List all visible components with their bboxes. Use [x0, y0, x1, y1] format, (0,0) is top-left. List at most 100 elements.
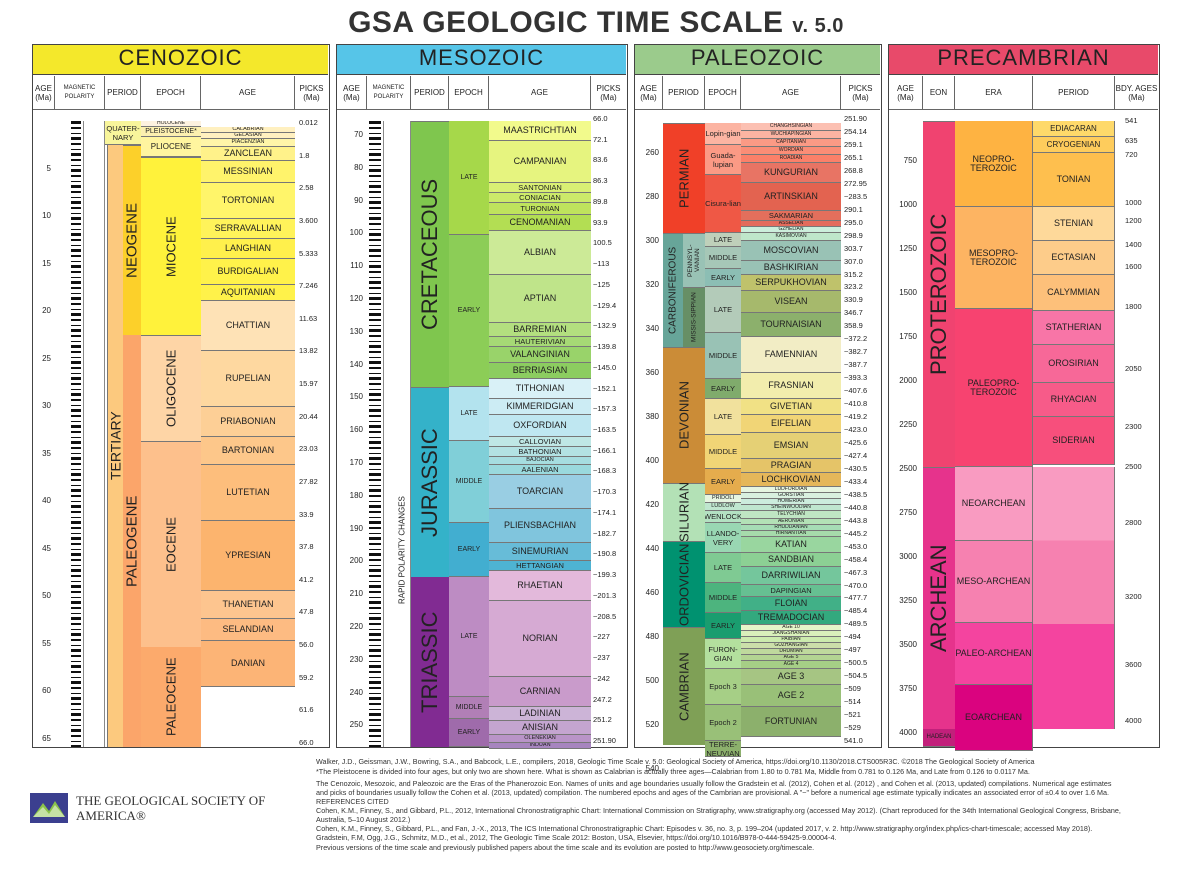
- age-cell-24: GORSTIAN: [741, 493, 841, 499]
- age-cell-23: RHAETIAN: [489, 571, 591, 601]
- col-age-header: AGE (Ma): [33, 76, 55, 110]
- age-tick: 1750: [899, 332, 917, 341]
- chron-column: [383, 121, 411, 747]
- pick-value: ~440.8: [844, 502, 868, 512]
- pick-value: 330.9: [844, 295, 863, 305]
- pick-value: ~509: [844, 684, 861, 694]
- age-cell-16: BATHONIAN: [489, 447, 591, 457]
- precambrian-panel: PRECAMBRIAN AGE (Ma) EON ERA PERIOD BDY.…: [888, 44, 1160, 751]
- period-silurian: SILURIAN: [663, 483, 705, 542]
- age-cell-39: PAIBIAN: [741, 637, 841, 643]
- paleozoic-header: PALEOZOIC: [635, 45, 880, 75]
- period-cell-5: CALYMMIAN: [1033, 275, 1115, 311]
- age-cell-31: KATIAN: [741, 537, 841, 553]
- pick-value: ~497: [844, 645, 861, 655]
- pick-value: 66.0: [593, 114, 608, 123]
- epoch-cell-2: Cisura-lian: [705, 175, 741, 233]
- age-tick: 4000: [899, 728, 917, 737]
- period-ordovician: ORDOVICIAN: [663, 541, 705, 627]
- age-cell-26: LADINIAN: [489, 707, 591, 721]
- footer-line: The Cenozoic, Mesozoic, and Paleozoic ar…: [316, 779, 1112, 788]
- epoch-cell-3: LATE: [705, 233, 741, 247]
- cenozoic-panel: CENOZOIC AGE (Ma) MAGNETIC POLARITY PERI…: [32, 44, 330, 748]
- col-agename-header: AGE: [741, 76, 841, 110]
- age-cell-12: TITHONIAN: [489, 379, 591, 399]
- gsa-logo[interactable]: THE GEOLOGICAL SOCIETY OF AMERICA®: [30, 788, 280, 828]
- age-cell-1: WUCHIAPINGIAN: [741, 131, 841, 139]
- pick-value: ~433.4: [844, 476, 868, 486]
- age-cell-9: HAUTERIVIAN: [489, 337, 591, 347]
- age-tick: 520: [645, 720, 659, 729]
- age-cell-43: AGE 4: [741, 661, 841, 669]
- age-cell-28: AERONIAN: [741, 519, 841, 525]
- age-cell-17: FRASNIAN: [741, 373, 841, 399]
- era-cell-1: MESOPRO-TEROZOIC: [955, 207, 1033, 309]
- pick-value: 265.1: [844, 152, 863, 162]
- pick-value: ~410.8: [844, 399, 868, 409]
- age-cell-9: GZHELIAN: [741, 227, 841, 233]
- boundary-age: 1800: [1125, 302, 1142, 311]
- pick-value: 15.97: [299, 379, 318, 389]
- pick-value: 346.7: [844, 308, 863, 318]
- pick-value: ~443.8: [844, 515, 868, 525]
- age-cell-35: FLOIAN: [741, 597, 841, 611]
- age-cell-13: KIMMERIDGIAN: [489, 399, 591, 415]
- period-carboniferous: CARBONIFEROUS: [663, 233, 683, 347]
- mesozoic-header: MESOZOIC: [337, 45, 626, 75]
- period-permian: PERMIAN: [663, 123, 705, 233]
- age-tick: 3250: [899, 596, 917, 605]
- pick-value: ~382.7: [844, 347, 868, 357]
- age-tick: 50: [42, 591, 51, 600]
- age-tick: 420: [645, 500, 659, 509]
- col-picks-header: PICKS (Ma): [841, 76, 880, 110]
- epoch-cell-20: Epoch 3: [705, 669, 741, 705]
- pick-value: ~458.4: [844, 554, 868, 564]
- pick-value: 303.7: [844, 243, 863, 253]
- boundary-age: 2800: [1125, 518, 1142, 527]
- period-cell-7: OROSIRIAN: [1033, 345, 1115, 383]
- col-eon-header: EON: [923, 76, 955, 110]
- pick-value: 33.9: [299, 509, 314, 519]
- epoch-cell-12: PRIDOLI: [705, 495, 741, 503]
- age-cell-23: LUDFORDIAN: [741, 487, 841, 493]
- age-cell-25: HOMERIAN: [741, 499, 841, 505]
- age-cell-12: PRIABONIAN: [201, 407, 295, 437]
- epoch-pliocene: PLIOCENE: [141, 137, 201, 157]
- age-tick: 3750: [899, 684, 917, 693]
- col-period-header: PERIOD: [663, 76, 705, 110]
- age-cell-17: BAJOCIAN: [489, 457, 591, 465]
- pick-value: ~504.5: [844, 671, 868, 681]
- pick-value: ~190.8: [593, 549, 617, 559]
- age-tick: 170: [349, 458, 363, 467]
- age-tick: 120: [349, 294, 363, 303]
- pick-value: ~283.5: [844, 191, 868, 201]
- pick-value: ~199.3: [593, 570, 617, 580]
- boundary-age: 4000: [1125, 716, 1142, 725]
- epoch-pleistocene: PLEISTOCENE*: [141, 127, 201, 137]
- boundary-age: 1000: [1125, 198, 1142, 207]
- paleozoic-panel: PALEOZOIC AGE (Ma) PERIOD EPOCH AGE PICK…: [634, 44, 882, 773]
- age-cell-28: OLENEKIAN: [489, 735, 591, 743]
- boundary-age: 2050: [1125, 364, 1142, 373]
- footer-line: Australia, 5–10 August 2012.): [316, 815, 411, 824]
- pick-value: ~139.8: [593, 342, 617, 352]
- age-cell-9: AQUITANIAN: [201, 285, 295, 301]
- period-cell-1: CRYOGENIAN: [1033, 137, 1115, 153]
- age-cell-10: CHATTIAN: [201, 301, 295, 351]
- age-tick: 280: [645, 192, 659, 201]
- age-tick: 3500: [899, 640, 917, 649]
- age-tick: 240: [349, 687, 363, 697]
- age-tick: 10: [42, 211, 51, 220]
- age-tick: 45: [42, 543, 51, 553]
- age-cell-8: BARREMIAN: [489, 323, 591, 337]
- polarity-column: [369, 121, 381, 747]
- pick-value: 254.14: [844, 126, 867, 136]
- period-cell-6: STATHERIAN: [1033, 311, 1115, 345]
- age-cell-33: DARRIWILIAN: [741, 567, 841, 585]
- pick-value: 247.2: [593, 694, 612, 704]
- pick-value: 0.012: [299, 118, 318, 127]
- age-cell-8: BURDIGALIAN: [201, 259, 295, 285]
- epoch-cell-8: EARLY: [705, 379, 741, 399]
- epoch-cell-10: MIDDLE: [705, 435, 741, 469]
- epoch-cell: EARLY: [449, 719, 489, 747]
